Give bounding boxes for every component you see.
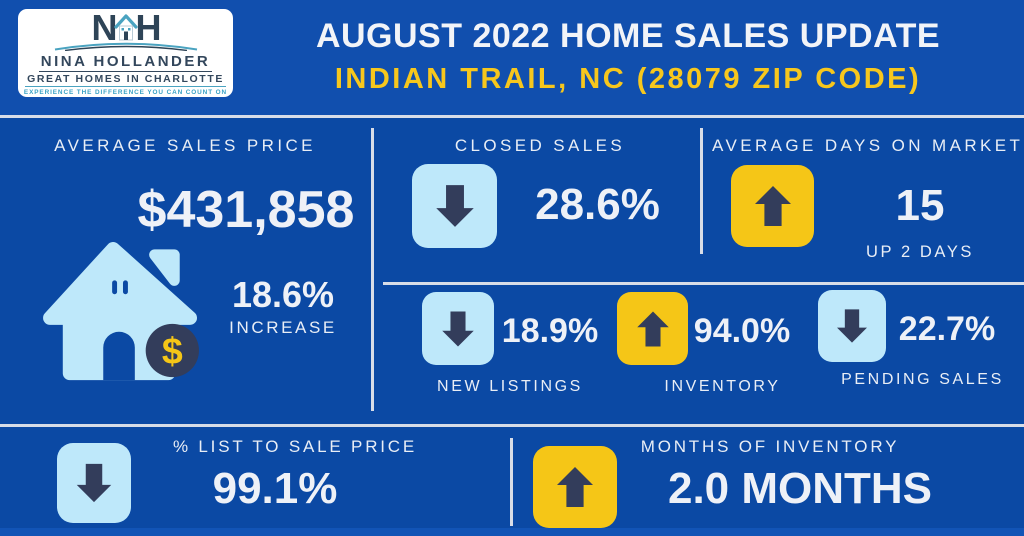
average-days-on-market-label: AVERAGE DAYS ON MARKET	[712, 136, 1024, 155]
bottom-center-divider	[510, 438, 513, 526]
bottom-edge-strip	[0, 528, 1024, 536]
average-days-on-market-value: 15	[895, 181, 945, 230]
average-days-on-market-subtext: UP 2 DAYS	[865, 243, 975, 261]
months-inventory-up-arrow-icon	[533, 446, 617, 528]
months-inventory-value: 2.0 MONTHS	[667, 464, 933, 513]
page-subtitle: INDIAN TRAIL, NC (28079 ZIP CODE)	[334, 62, 922, 95]
middle-row-divider	[383, 282, 1024, 285]
pending-sales-label: PENDING SALES	[841, 371, 1004, 388]
left-column-divider	[371, 128, 374, 411]
average-sales-price-label: AVERAGE SALES PRICE	[54, 136, 316, 155]
logo-slogan: EXPERIENCE THE DIFFERENCE YOU CAN COUNT …	[23, 89, 228, 96]
svg-text:$: $	[162, 329, 183, 371]
pending-sales-value: 22.7%	[898, 310, 996, 348]
new-listings-label: NEW LISTINGS	[437, 378, 583, 395]
inventory-up-arrow-icon	[617, 292, 688, 365]
list-to-sale-down-arrow-icon	[57, 443, 131, 523]
new-listings-value: 18.9%	[501, 312, 599, 350]
inventory-label: INVENTORY	[664, 378, 781, 395]
header-divider	[0, 115, 1024, 118]
logo-tagline: GREAT HOMES IN CHARLOTTE	[25, 73, 226, 87]
closed-sales-value: 28.6%	[535, 180, 660, 229]
logo-letter-n: N	[91, 7, 118, 49]
new-listings-down-arrow-icon	[422, 292, 494, 365]
months-inventory-label: MONTHS OF INVENTORY	[640, 437, 900, 456]
logo-swoosh-arc	[54, 42, 197, 51]
closed-sales-label: CLOSED SALES	[454, 136, 626, 155]
bottom-row-divider	[0, 424, 1024, 427]
average-sales-price-change: 18.6%	[231, 274, 335, 315]
logo-house-icon	[113, 14, 138, 41]
brand-logo: N H NINA HOLLANDER GREAT HOMES IN CHARLO…	[18, 9, 233, 97]
list-to-sale-value: 99.1%	[212, 464, 338, 513]
closed-sales-down-arrow-icon	[412, 164, 497, 248]
header: N H NINA HOLLANDER GREAT HOMES IN CHARLO…	[0, 0, 1024, 115]
logo-monogram: N H	[91, 7, 162, 49]
logo-name: NINA HOLLANDER	[38, 53, 213, 72]
house-dollar-icon: $	[38, 238, 206, 388]
average-sales-price-value: $431,858	[137, 181, 355, 239]
pending-sales-down-arrow-icon	[818, 290, 886, 362]
average-sales-price-change-label: INCREASE	[229, 318, 337, 337]
header-titles: AUGUST 2022 HOME SALES UPDATE INDIAN TRA…	[236, 0, 1020, 112]
top-row-divider	[700, 128, 703, 254]
logo-letter-h: H	[135, 7, 162, 49]
list-to-sale-label: % LIST TO SALE PRICE	[172, 437, 418, 456]
page-title: AUGUST 2022 HOME SALES UPDATE	[315, 16, 941, 55]
inventory-value: 94.0%	[693, 312, 791, 350]
days-on-market-up-arrow-icon	[731, 165, 814, 247]
